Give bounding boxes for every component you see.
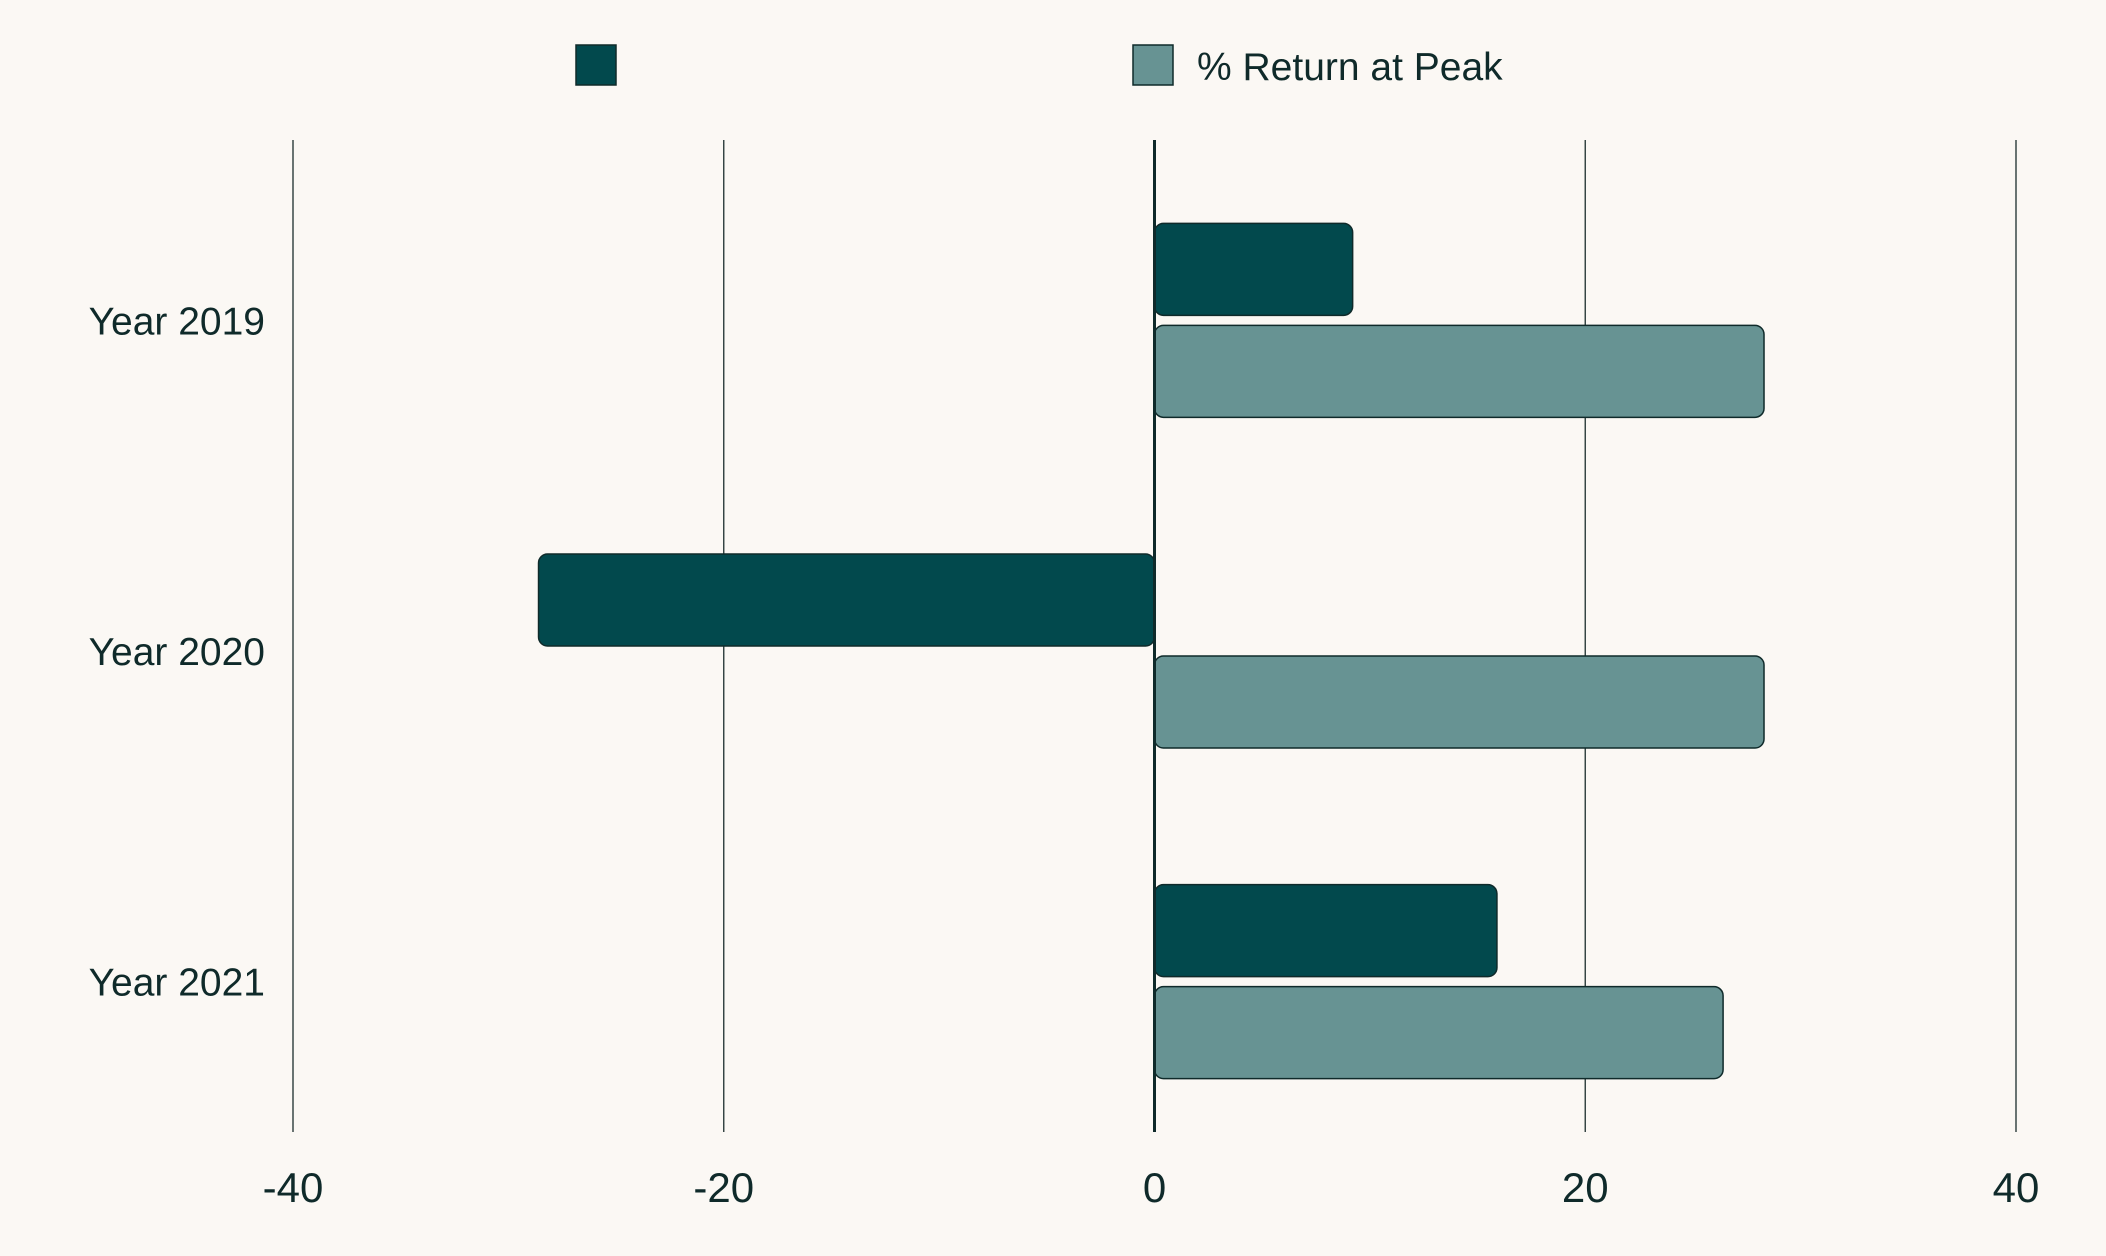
legend-swatch (575, 44, 617, 86)
legend-swatch (1132, 44, 1174, 86)
x-tick-label: -20 (693, 1164, 754, 1211)
category-label: Year 2021 (89, 962, 265, 1005)
bar (1153, 883, 1498, 978)
legend-label: % Return at Peak (1197, 46, 1503, 89)
bars (537, 222, 1765, 1080)
bar (537, 553, 1156, 647)
category-label: Year 2019 (89, 300, 265, 343)
x-tick-label: 20 (1562, 1164, 1609, 1211)
bar (1153, 324, 1765, 419)
bar (1153, 222, 1354, 317)
bar (1153, 985, 1724, 1080)
x-tick-label: 0 (1143, 1164, 1166, 1211)
x-tick-labels: -40 -20 0 20 40 (263, 1164, 2040, 1211)
category-labels: Year 2019 Year 2020 Year 2021 (89, 300, 265, 1004)
x-tick-label: -40 (263, 1164, 324, 1211)
x-tick-label: 40 (1993, 1164, 2040, 1211)
bar (1153, 655, 1765, 749)
legend: % Return at Peak (575, 44, 1503, 89)
category-label: Year 2020 (89, 631, 265, 674)
